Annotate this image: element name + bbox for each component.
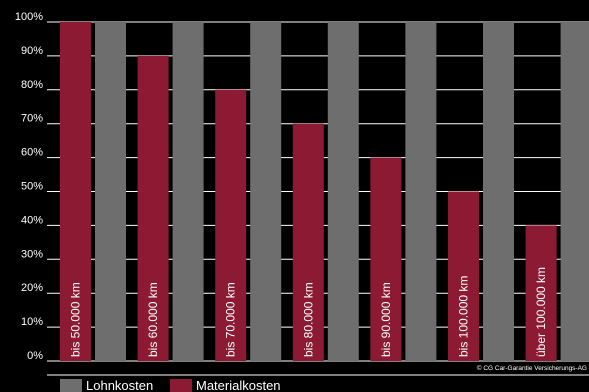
bar-category-label: bis 60.000 km: [146, 282, 160, 357]
legend-swatch-lohnkosten: [60, 379, 82, 392]
bar-materialkosten: [137, 55, 169, 362]
bar-lohnkosten: [250, 22, 282, 361]
y-tick-label: 100%: [15, 11, 43, 23]
legend-swatch-materialkosten: [170, 379, 192, 392]
bar-category-label: bis 100.000 km: [457, 276, 471, 357]
bar-materialkosten: [448, 191, 479, 361]
bars: [60, 22, 589, 362]
bar-lohnkosten: [327, 22, 359, 361]
bar-lohnkosten: [172, 22, 204, 361]
bar-category-label: bis 80.000 km: [301, 282, 315, 357]
bar-lohnkosten: [560, 22, 589, 361]
copyright-text: © CG Car-Garantie Versicherungs-AG: [477, 364, 587, 372]
bar-materialkosten: [370, 157, 402, 361]
bar-category-label: bis 90.000 km: [379, 282, 393, 357]
y-tick-label: 20%: [21, 282, 43, 294]
bar-category-label: über 100.000 km: [534, 267, 548, 357]
y-axis-ticks: 0% 10% 20% 30% 40% 50% 60% 70% 80% 90% 100%: [15, 11, 43, 362]
y-tick-label: 40%: [21, 214, 43, 226]
legend: Lohnkosten Materialkosten: [60, 378, 281, 392]
y-tick-label: 70%: [21, 113, 43, 125]
y-tick-label: 60%: [21, 147, 43, 159]
y-tick-label: 50%: [21, 181, 43, 193]
bar-lohnkosten: [405, 22, 437, 361]
bar-materialkosten: [215, 89, 247, 362]
y-tick-label: 0%: [27, 350, 43, 362]
bar-lohnkosten: [95, 22, 126, 361]
bar-category-label: bis 50.000 km: [69, 282, 83, 357]
bar-labels: bis 50.000 km bis 60.000 km bis 70.000 km b…: [69, 267, 549, 357]
legend-label-materialkosten: Materialkosten: [196, 378, 281, 392]
bar-materialkosten: [60, 22, 91, 361]
bar-lohnkosten: [483, 22, 514, 361]
y-tick-label: 30%: [21, 248, 43, 260]
bar-category-label: bis 70.000 km: [224, 282, 238, 357]
legend-label-lohnkosten: Lohnkosten: [86, 378, 153, 392]
y-tick-label: 80%: [21, 79, 43, 91]
y-tick-label: 10%: [21, 316, 43, 328]
bar-materialkosten: [525, 225, 557, 361]
bar-materialkosten: [292, 123, 324, 361]
y-tick-label: 90%: [21, 45, 43, 57]
